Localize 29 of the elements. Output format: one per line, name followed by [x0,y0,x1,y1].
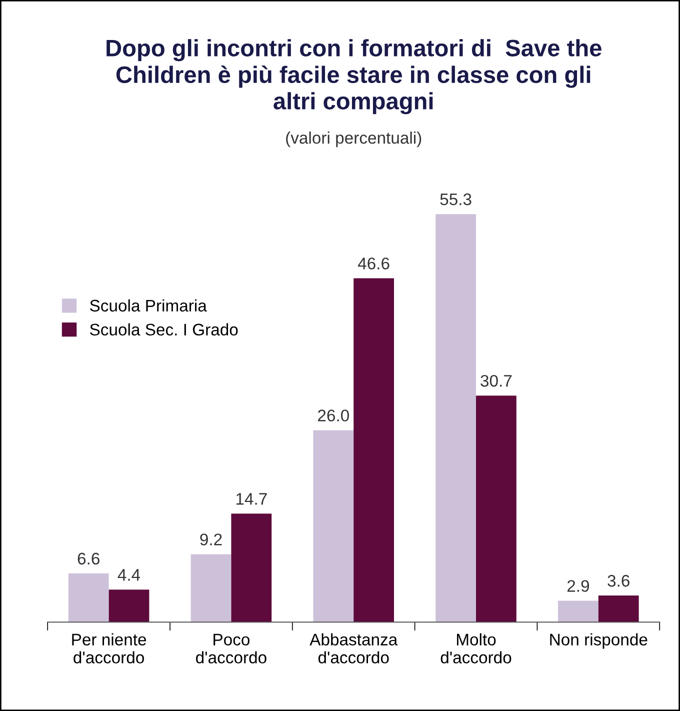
chart-subtitle: (valori percentuali) [286,132,422,148]
bar [231,514,272,622]
data-label: 6.6 [78,552,100,565]
data-label: 4.4 [118,569,140,581]
x-tick-label: Abbastanza d'accordo [310,633,398,664]
x-tick-label: Non risponde [550,633,648,649]
data-label: 26.0 [318,410,349,422]
legend-label: Scuola Primaria [90,299,207,312]
bar [190,554,232,622]
bar [476,396,516,622]
data-label: 30.7 [480,374,512,387]
bar [313,430,354,622]
data-label: 3.6 [608,574,630,587]
x-tick-label: Poco d'accordo [196,634,266,664]
bar [436,214,476,622]
legend-label: Scuola Sec. I Grado [90,323,238,336]
x-tick-label: Per niente d'accordo [72,633,146,664]
chart-title: Dopo gli incontri con i formatori di Save the Children è più facile stare in classe con gli altri compagni [106,39,602,114]
data-label: 46.6 [358,258,390,270]
data-label: 2.9 [567,580,589,592]
bar [558,600,598,622]
bar [68,573,109,622]
bar [598,596,639,622]
bar [108,590,150,622]
bar [354,278,394,622]
data-label: 14.7 [236,493,267,505]
data-label: 55.3 [440,193,472,206]
data-label: 9.2 [200,534,222,546]
x-tick-label: Molto d'accordo [440,633,512,664]
